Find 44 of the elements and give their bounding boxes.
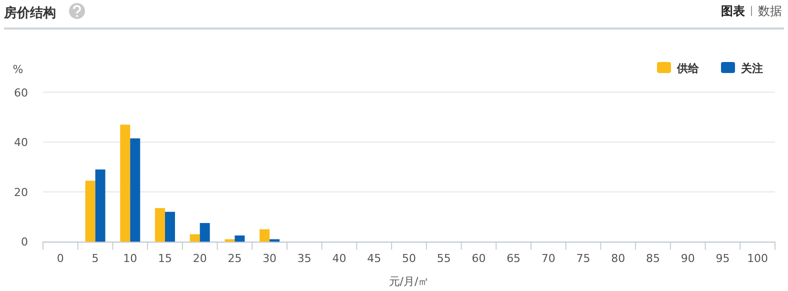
y-tick-label: 20 [14,186,28,199]
chart-title: 房价结构 [3,5,56,21]
x-tick-label: 95 [716,252,730,265]
y-tick-label: 60 [14,86,28,100]
bar [130,138,140,242]
y-tick-label: 40 [14,136,28,150]
x-tick-label: 15 [158,252,172,265]
bar [270,239,280,242]
x-tick-label: 75 [576,252,590,265]
legend-label: 关注 [740,62,763,75]
x-tick-label: 25 [228,252,242,265]
legend-label: 供给 [676,62,700,75]
bar [155,208,165,242]
x-tick-label: 5 [92,252,99,265]
x-tick-label: 0 [56,252,64,265]
x-tick-label: 40 [332,252,346,265]
bar [165,212,175,242]
x-tick-label: 100 [747,252,768,265]
x-tick-label: 70 [541,252,556,265]
bar [234,235,245,242]
bar [190,234,200,242]
x-tick-label: 65 [506,252,521,265]
text: 数据 [758,4,782,18]
x-tick-label: 85 [646,252,660,265]
x-axis-title: 元/月/㎡ [388,275,430,288]
bar [224,239,235,242]
x-tick-label: 50 [402,252,416,265]
bar [95,169,106,242]
x-tick-label: 55 [436,252,451,265]
y-axis-title: % [12,63,24,76]
y-tick-label: 0 [21,236,28,249]
x-tick-label: 60 [472,252,486,265]
x-tick-label: 45 [367,252,382,265]
text: 图表 [721,4,746,18]
bar [85,180,96,242]
bar [200,223,210,242]
x-tick-label: 30 [262,252,277,265]
bar [120,124,130,242]
x-tick-label: 90 [680,252,695,265]
bar [260,229,270,242]
x-tick-label: 35 [297,252,312,265]
x-tick-label: 80 [611,252,626,265]
x-tick-label: 20 [192,252,207,265]
x-tick-label: 10 [123,252,138,265]
